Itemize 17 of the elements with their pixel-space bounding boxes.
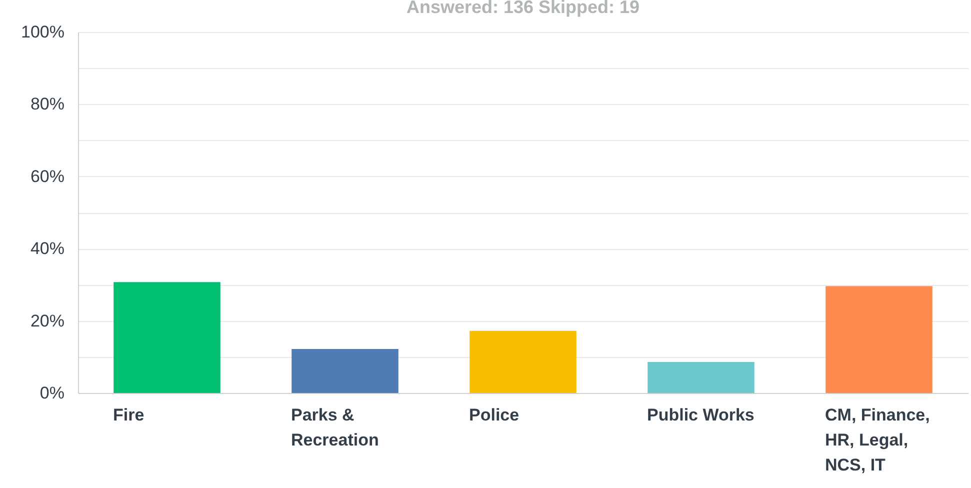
y-tick-label: 80% (30, 94, 64, 114)
bar (648, 362, 754, 393)
y-tick-label: 0% (40, 384, 64, 402)
x-tick-label: Parks & Recreation (291, 406, 379, 450)
x-tick-label: Police (469, 406, 520, 424)
bar (114, 282, 220, 393)
chart-title: Answered: 136 Skipped: 19 (406, 0, 640, 17)
x-tick-label: Public Works (647, 406, 754, 424)
bar (292, 348, 398, 393)
y-tick-label: 100% (21, 22, 64, 42)
y-tick-label: 20% (30, 311, 64, 330)
x-tick-label: CM, Finance, HR, Legal, NCS, IT (825, 406, 930, 474)
bar (470, 330, 576, 393)
y-tick-label: 40% (30, 239, 64, 258)
y-tick-label: 60% (30, 166, 64, 186)
bar (826, 286, 932, 393)
x-tick-label: Fire (113, 406, 144, 424)
